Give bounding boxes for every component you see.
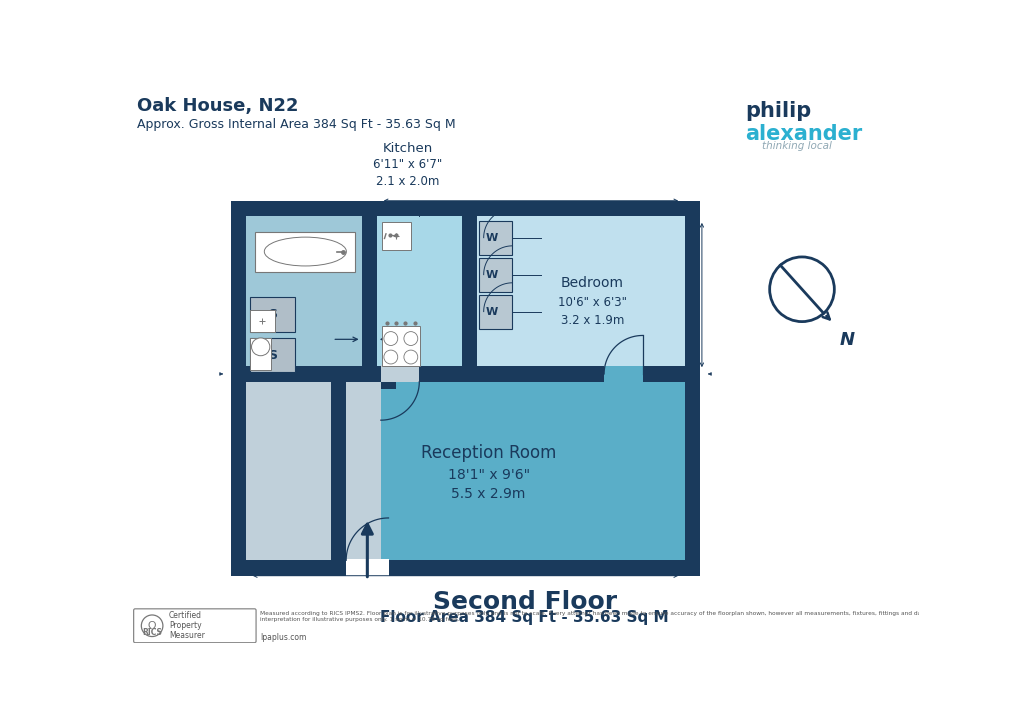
Text: philip: philip <box>745 100 811 121</box>
Bar <box>478 257 512 291</box>
Bar <box>361 216 377 374</box>
Text: W: W <box>485 307 498 317</box>
Text: 18'1" x 9'6": 18'1" x 9'6" <box>447 468 529 482</box>
Text: 3.2 x 1.9m: 3.2 x 1.9m <box>561 314 625 327</box>
Text: Kitchen: Kitchen <box>383 142 433 155</box>
Bar <box>478 221 512 254</box>
Text: Floor Area 384 Sq Ft - 35.63 Sq M: Floor Area 384 Sq Ft - 35.63 Sq M <box>381 609 669 625</box>
Bar <box>255 231 355 272</box>
Bar <box>377 216 462 374</box>
Bar <box>246 216 685 560</box>
Text: lpaplus.com: lpaplus.com <box>260 633 306 642</box>
Bar <box>246 216 361 374</box>
Bar <box>331 382 346 560</box>
Bar <box>246 374 381 560</box>
Text: 2.1 x 2.0m: 2.1 x 2.0m <box>376 176 439 189</box>
Text: Ω: Ω <box>147 621 157 630</box>
Bar <box>250 310 274 332</box>
Text: S: S <box>267 308 276 321</box>
Bar <box>381 374 396 390</box>
Bar <box>381 364 419 382</box>
Text: thinking local: thinking local <box>762 142 831 151</box>
Text: W: W <box>485 233 498 243</box>
Bar <box>462 216 477 374</box>
Text: 10'6" x 6'3": 10'6" x 6'3" <box>558 296 627 309</box>
Bar <box>250 338 271 370</box>
Bar <box>250 338 295 372</box>
Text: Certified: Certified <box>169 611 202 620</box>
Bar <box>246 374 685 560</box>
Bar <box>246 367 685 382</box>
Text: Property: Property <box>169 621 202 630</box>
Text: Measurer: Measurer <box>169 631 205 641</box>
Bar <box>230 201 700 576</box>
Text: N: N <box>840 331 854 349</box>
Text: RICS: RICS <box>142 628 162 637</box>
Text: Approx. Gross Internal Area 384 Sq Ft - 35.63 Sq M: Approx. Gross Internal Area 384 Sq Ft - … <box>137 118 456 131</box>
Bar <box>382 222 411 250</box>
Bar <box>230 382 331 560</box>
Bar <box>478 295 512 328</box>
Bar <box>346 559 388 576</box>
Bar <box>230 382 246 560</box>
Ellipse shape <box>252 338 270 356</box>
Text: Measured according to RICS IPMS2. Floor plan is for illustrative purposes only a: Measured according to RICS IPMS2. Floor … <box>260 611 1008 622</box>
Text: Reception Room: Reception Room <box>421 444 556 462</box>
Text: 6'11" x 6'7": 6'11" x 6'7" <box>373 158 442 171</box>
Text: 5.5 x 2.9m: 5.5 x 2.9m <box>452 487 525 501</box>
Bar <box>382 326 420 367</box>
Text: W: W <box>485 270 498 280</box>
Text: alexander: alexander <box>745 124 862 144</box>
Text: Second Floor: Second Floor <box>433 589 616 614</box>
Bar <box>477 216 685 374</box>
Text: Bedroom: Bedroom <box>561 276 624 291</box>
Bar <box>604 366 643 382</box>
Text: S: S <box>267 348 276 362</box>
Bar <box>250 297 295 332</box>
Text: Oak House, N22: Oak House, N22 <box>137 97 298 115</box>
